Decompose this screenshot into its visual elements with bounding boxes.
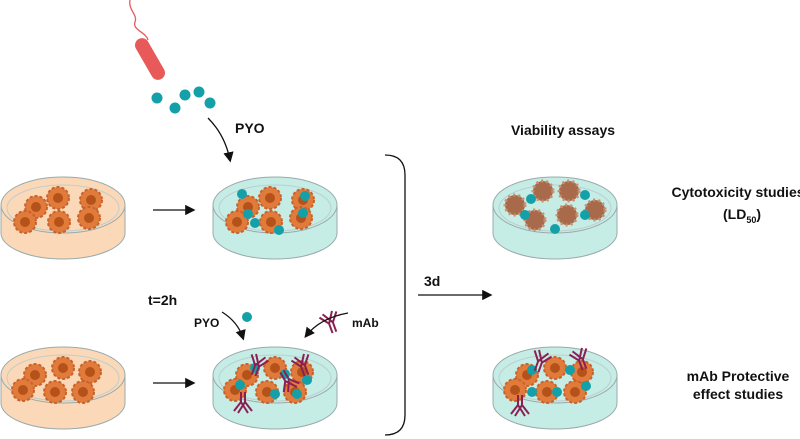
mab-protective-label-line2: effect studies xyxy=(692,386,784,402)
cell-nucleus xyxy=(31,202,41,212)
pyo-small-arrow xyxy=(221,311,246,341)
pyocyanin-molecule xyxy=(520,210,530,220)
pyocyanin-molecule xyxy=(580,210,590,220)
cell-nucleus xyxy=(58,363,68,373)
dish-mab-protective xyxy=(492,346,618,430)
antibody-shape xyxy=(533,349,553,373)
pyocyanin-molecule xyxy=(270,389,280,399)
cell-nucleus xyxy=(53,193,63,203)
cell-nucleus xyxy=(577,367,587,377)
cell-nucleus xyxy=(50,387,60,397)
flagellum xyxy=(129,0,149,41)
mab-arrow xyxy=(304,312,349,339)
antibody xyxy=(290,353,310,377)
pyocyanin-molecule xyxy=(193,86,205,98)
cytotoxicity-label: Cytotoxicity studies xyxy=(671,184,800,200)
antibody xyxy=(533,349,553,373)
pyocyanin-molecule xyxy=(565,365,575,375)
ld-prefix: (LD xyxy=(722,206,747,222)
cell-nucleus xyxy=(262,387,272,397)
pyocyanin-molecule xyxy=(580,190,590,200)
pyocyanin-molecule xyxy=(179,89,191,101)
pyocyanin-molecule xyxy=(527,387,537,397)
dead-cell xyxy=(531,179,555,203)
antibody-shape xyxy=(279,369,300,393)
antibody xyxy=(250,353,270,377)
antibody-shape xyxy=(568,347,588,371)
antibody-shape xyxy=(290,353,310,377)
pyocyanin-molecule xyxy=(302,375,312,385)
cell-nucleus xyxy=(570,387,580,397)
dish-pyo-treated xyxy=(212,176,338,260)
cell-nucleus xyxy=(30,370,40,380)
pyocyanin-molecule xyxy=(204,97,216,109)
pyocyanin-molecule xyxy=(552,387,562,397)
cell-nucleus xyxy=(550,363,560,373)
dead-cell xyxy=(555,203,579,227)
antibody xyxy=(568,347,588,371)
pyocyanin-molecule xyxy=(527,365,537,375)
antibody-shape xyxy=(250,353,270,377)
cell-nucleus xyxy=(86,195,96,205)
pyo-label: PYO xyxy=(235,120,265,136)
pyocyanin-molecule xyxy=(235,380,245,390)
cell-nucleus xyxy=(266,217,276,227)
dead-cell xyxy=(503,193,527,217)
dish-pyo-mab xyxy=(212,346,338,430)
mab-protective-label-line1: mAb Protective xyxy=(686,368,790,384)
antibody xyxy=(510,395,530,417)
antibody-shape xyxy=(233,392,253,414)
cell-nucleus xyxy=(542,387,552,397)
bacterium-body xyxy=(135,38,165,80)
duration-label: 3d xyxy=(424,273,441,289)
antibody-shape xyxy=(510,395,530,417)
ld50-label: (LD50) xyxy=(723,206,761,225)
dead-cell xyxy=(557,179,581,203)
time-label: t=2h xyxy=(148,292,178,308)
cell-nucleus xyxy=(18,385,28,395)
pyocyanin-molecule xyxy=(581,381,591,391)
cell-nucleus xyxy=(78,387,88,397)
cell-nucleus xyxy=(54,217,64,227)
dish-untreated-top xyxy=(0,176,126,260)
cell-nucleus xyxy=(510,385,520,395)
cell-nucleus xyxy=(243,202,253,212)
pyocyanin-molecule xyxy=(526,194,536,204)
pyocyanin-molecule xyxy=(298,208,308,218)
cell-nucleus xyxy=(84,213,94,223)
pyocyanin-molecule xyxy=(242,312,252,322)
pyocyanin-molecule xyxy=(300,191,310,201)
antibody xyxy=(233,392,253,414)
bracket xyxy=(384,154,406,436)
pyocyanin-molecule xyxy=(151,92,163,104)
pyocyanin-molecule xyxy=(250,218,260,228)
pyocyanin-molecule xyxy=(243,209,253,219)
pyocyanin-molecule xyxy=(237,189,247,199)
cell-nucleus xyxy=(232,217,242,227)
dish-cytotoxicity xyxy=(492,176,618,260)
pyocyanin-molecule xyxy=(292,389,302,399)
dish-untreated-bottom xyxy=(0,346,126,430)
ld-suffix: ) xyxy=(756,206,762,222)
pyocyanin-molecule xyxy=(550,224,560,234)
cell-nucleus xyxy=(85,367,95,377)
cell-nucleus xyxy=(20,217,30,227)
pyo-arrow xyxy=(207,117,234,163)
ld-subscript: 50 xyxy=(746,214,757,225)
viability-assays-title: Viability assays xyxy=(510,122,616,138)
pyocyanin-cluster xyxy=(151,86,216,114)
pyo-small-label: PYO xyxy=(194,316,220,330)
antibody xyxy=(279,369,300,393)
bacterium-icon xyxy=(129,0,165,80)
cell-nucleus xyxy=(265,193,275,203)
mab-label: mAb xyxy=(352,316,379,330)
cell-nucleus xyxy=(242,370,252,380)
pyocyanin-molecule xyxy=(169,102,181,114)
pyocyanin-molecule xyxy=(274,225,284,235)
cell-nucleus xyxy=(270,363,280,373)
